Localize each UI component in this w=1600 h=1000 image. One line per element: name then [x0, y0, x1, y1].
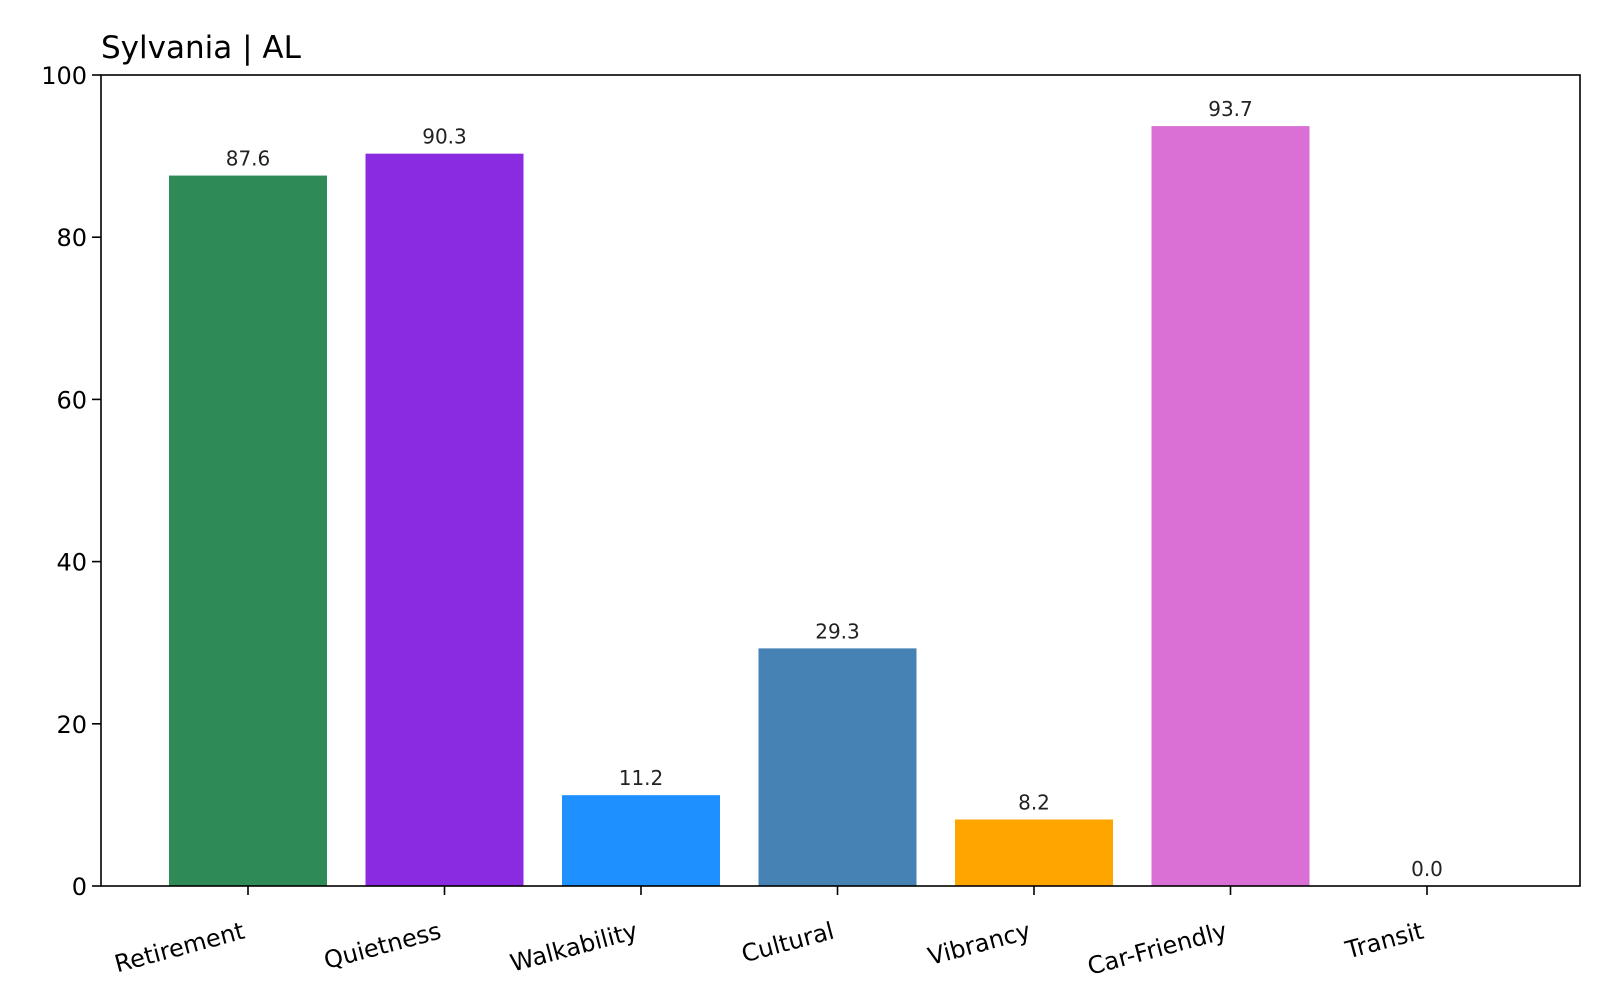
bar	[562, 795, 720, 886]
y-axis: 0 20 40 60 80 100	[41, 62, 101, 901]
bar-value-label: 93.7	[1208, 97, 1253, 121]
x-tick-label: Cultural	[739, 917, 838, 969]
x-tick-label: Walkability	[507, 917, 640, 978]
y-tick-label: 0	[72, 873, 87, 901]
x-axis: Retirement Quietness Walkability Cultural Vi…	[112, 886, 1428, 981]
x-tick-label: Transit	[1342, 917, 1427, 965]
bar-value-label: 29.3	[815, 619, 860, 643]
bar-value-label: 8.2	[1018, 790, 1050, 814]
y-tick-label: 20	[56, 711, 87, 739]
plot-frame	[100, 74, 1581, 887]
bar	[955, 819, 1113, 886]
bar-value-label: 90.3	[422, 125, 467, 149]
x-tick-label: Car-Friendly	[1085, 917, 1231, 981]
bar-value-label: 87.6	[226, 147, 271, 171]
bar	[1151, 126, 1310, 886]
x-tick-label: Vibrancy	[925, 917, 1034, 971]
bar	[365, 153, 524, 887]
bar-value-label: 0.0	[1411, 857, 1443, 881]
x-tick-label: Retirement	[112, 917, 248, 979]
y-tick-label: 100	[41, 62, 87, 90]
chart-title: Sylvania | AL	[101, 30, 302, 66]
bars-group: 87.6 90.3 11.2 29.3 8.2 93.7 0.0	[169, 97, 1443, 887]
bar	[758, 648, 917, 886]
x-tick-label: Quietness	[321, 917, 444, 975]
y-tick-label: 80	[56, 224, 87, 252]
bar	[169, 175, 327, 887]
y-tick-label: 40	[56, 549, 87, 577]
bar-value-label: 11.2	[619, 766, 664, 790]
y-tick-label: 60	[56, 386, 87, 414]
